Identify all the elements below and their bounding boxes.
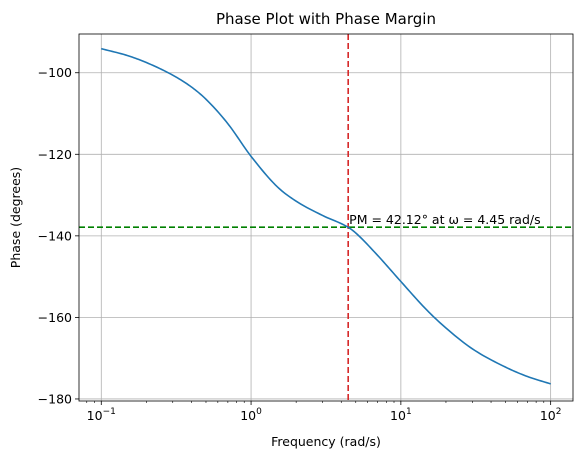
reference-lines [79,34,573,401]
y-axis-label: Phase (degrees) [8,167,23,268]
phase-curve [101,47,551,385]
x-tick-label: 101 [390,407,412,423]
y-axis-ticks: −100 −120 −140 −160 −180 [38,65,79,406]
x-tick-label: 100 [240,407,262,423]
phase-margin-annotation: PM = 42.12° at ω = 4.45 rad/s [349,212,540,227]
x-axis-label: Frequency (rad/s) [271,434,381,449]
y-tick-label: −120 [38,147,72,162]
x-tick-label: 10−1 [87,407,116,423]
chart-title: Phase Plot with Phase Margin [216,10,436,28]
y-tick-label: −140 [38,228,72,243]
x-axis-ticks: 10−1 100 101 102 [86,401,562,423]
y-tick-label: −160 [38,310,72,325]
grid-lines [79,34,573,401]
y-tick-label: −100 [38,65,72,80]
plot-frame [78,33,574,402]
x-tick-label: 102 [540,407,562,423]
y-tick-label: −180 [38,391,72,406]
